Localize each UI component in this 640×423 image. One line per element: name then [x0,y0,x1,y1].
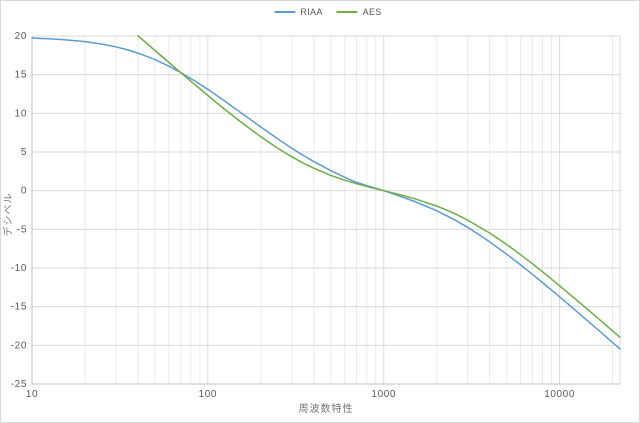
riaa-series-line [31,37,621,350]
riaa-line-swatch [274,11,296,13]
y-tick-label: -25 [11,379,27,390]
y-axis-title: デシベル [3,192,15,237]
legend-label-aes: AES [362,7,382,17]
legend-label-riaa: RIAA [300,7,323,17]
y-tick-label: 20 [15,31,27,42]
y-tick-label: 10 [15,108,27,119]
x-tick-label: 1000 [371,389,396,400]
y-tick-label: -5 [17,224,27,235]
y-tick-label: -10 [11,263,27,274]
y-tick-label: 15 [15,70,27,81]
legend-item-aes: AES [336,7,382,17]
x-axis-title: 周波数特性 [298,404,354,415]
y-tick-label: 5 [21,147,27,158]
aes-series-line [137,34,621,339]
x-tick-label: 100 [199,389,218,400]
aes-line-swatch [336,11,358,13]
x-tick-label: 10 [26,389,38,400]
y-tick-label: -20 [11,340,27,351]
y-tick-label: 0 [21,186,27,197]
chart-legend: RIAA AES [274,7,381,17]
x-tick-label: 10000 [544,389,575,400]
legend-item-riaa: RIAA [274,7,322,17]
y-tick-label: -15 [11,302,27,313]
